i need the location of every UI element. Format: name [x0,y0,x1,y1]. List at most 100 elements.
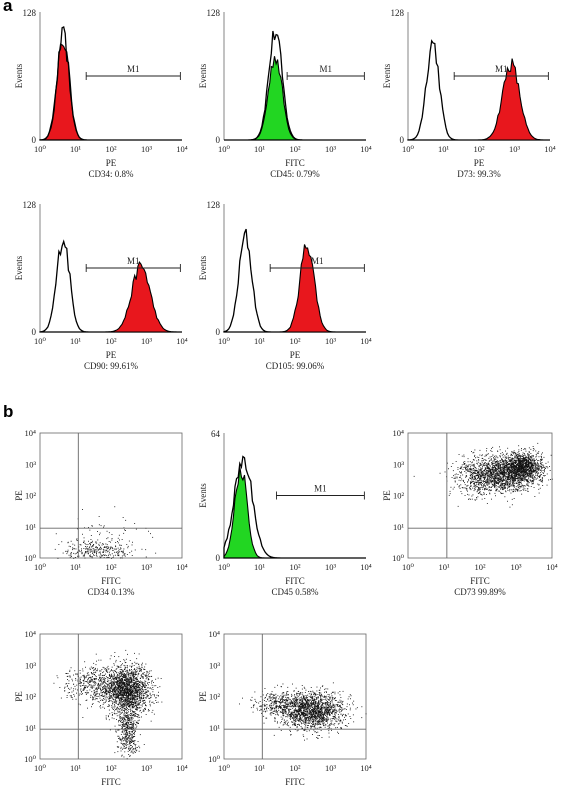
scatter-point [117,675,119,677]
scatter-point [147,684,149,686]
scatter-point [478,464,480,466]
scatter-point [121,699,122,701]
scatter-point [527,464,529,466]
scatter-point [518,482,520,484]
y-tick-label: 10³ [25,459,37,469]
scatter-point [487,467,488,469]
scatter-point [91,525,93,527]
scatter-point [507,475,509,477]
scatter-point [529,456,531,457]
scatter-point [108,550,110,552]
scatter-point [79,550,80,552]
scatter-point [121,704,123,706]
scatter-point [114,701,116,703]
scatter-point [507,457,509,458]
scatter-point [471,477,473,478]
scatter-point [497,463,499,464]
scatter-point [518,470,520,472]
scatter-point [121,682,123,684]
scatter-point [133,696,135,698]
scatter-point [514,477,516,479]
scatter-point [105,717,107,719]
scatter-point [488,470,490,472]
scatter-point [111,688,112,690]
scatter-point [126,690,128,692]
scatter-point [492,481,494,483]
scatter-point [143,698,145,699]
scatter-point [506,460,508,462]
scatter-point [112,690,113,692]
scatter-point [61,541,63,543]
scatter-point [132,701,133,703]
scatter-point [117,704,119,705]
scatter-point [144,684,146,686]
scatter-point [126,697,128,699]
scatter-point [527,461,529,463]
scatter-point [507,472,509,474]
scatter-point [142,700,144,702]
scatter-point [84,553,86,555]
scatter-point [468,498,470,500]
scatter-point [470,482,472,483]
scatter-point [134,674,136,675]
scatter-point [498,482,500,483]
scatter-point [523,460,524,462]
scatter-point [106,683,107,685]
scatter-point [520,454,522,456]
scatter-point [105,546,107,548]
scatter-point [113,682,114,684]
scatter-point [532,458,534,460]
chart-caption: CD73 99.89% [454,587,506,597]
scatter-point [132,699,133,701]
scatter-point [533,459,535,461]
scatter-point [496,480,498,482]
scatter-point [111,717,113,719]
scatter-point [522,480,524,481]
scatter-point [515,468,517,470]
scatter-point [479,483,481,485]
scatter-point [533,455,534,457]
scatter-point [497,486,499,488]
scatter-point [494,465,496,466]
scatter-point [516,478,517,480]
scatter-point [119,544,121,546]
scatter-point [143,695,145,697]
scatter-point [462,474,464,476]
scatter-point [114,696,116,698]
scatter-point [128,703,130,704]
y-axis-label: Events [14,63,24,88]
scatter-point [486,482,487,483]
scatter-point [507,455,509,457]
scatter-point [481,494,483,496]
scatter-point [501,473,503,475]
scatter-point [89,546,91,548]
scatter-point [509,469,511,471]
scatter-point [137,703,139,705]
scatter-point [519,462,521,464]
scatter-point [132,673,134,675]
scatter-point [520,466,522,467]
scatter-point [527,473,529,475]
scatter-point [130,714,132,716]
scatter-point [131,555,133,556]
scatter-point [141,694,143,696]
scatter-point [518,474,520,476]
scatter-point [499,455,501,457]
scatter-point [145,681,147,682]
scatter-point [499,479,501,481]
scatter-point [523,467,525,469]
scatter-point [525,461,527,462]
scatter-point [486,463,488,465]
scatter-point [513,486,515,488]
x-axis-label: PE [474,158,485,168]
scatter-point [491,463,493,464]
scatter-point [525,462,526,464]
scatter-point [106,696,108,698]
scatter-point [112,697,114,699]
scatter-point [479,482,481,483]
scatter-point [541,458,543,460]
scatter-point [131,700,133,702]
scatter-point [481,475,483,476]
scatter-point [137,716,139,717]
scatter-point [141,692,143,694]
